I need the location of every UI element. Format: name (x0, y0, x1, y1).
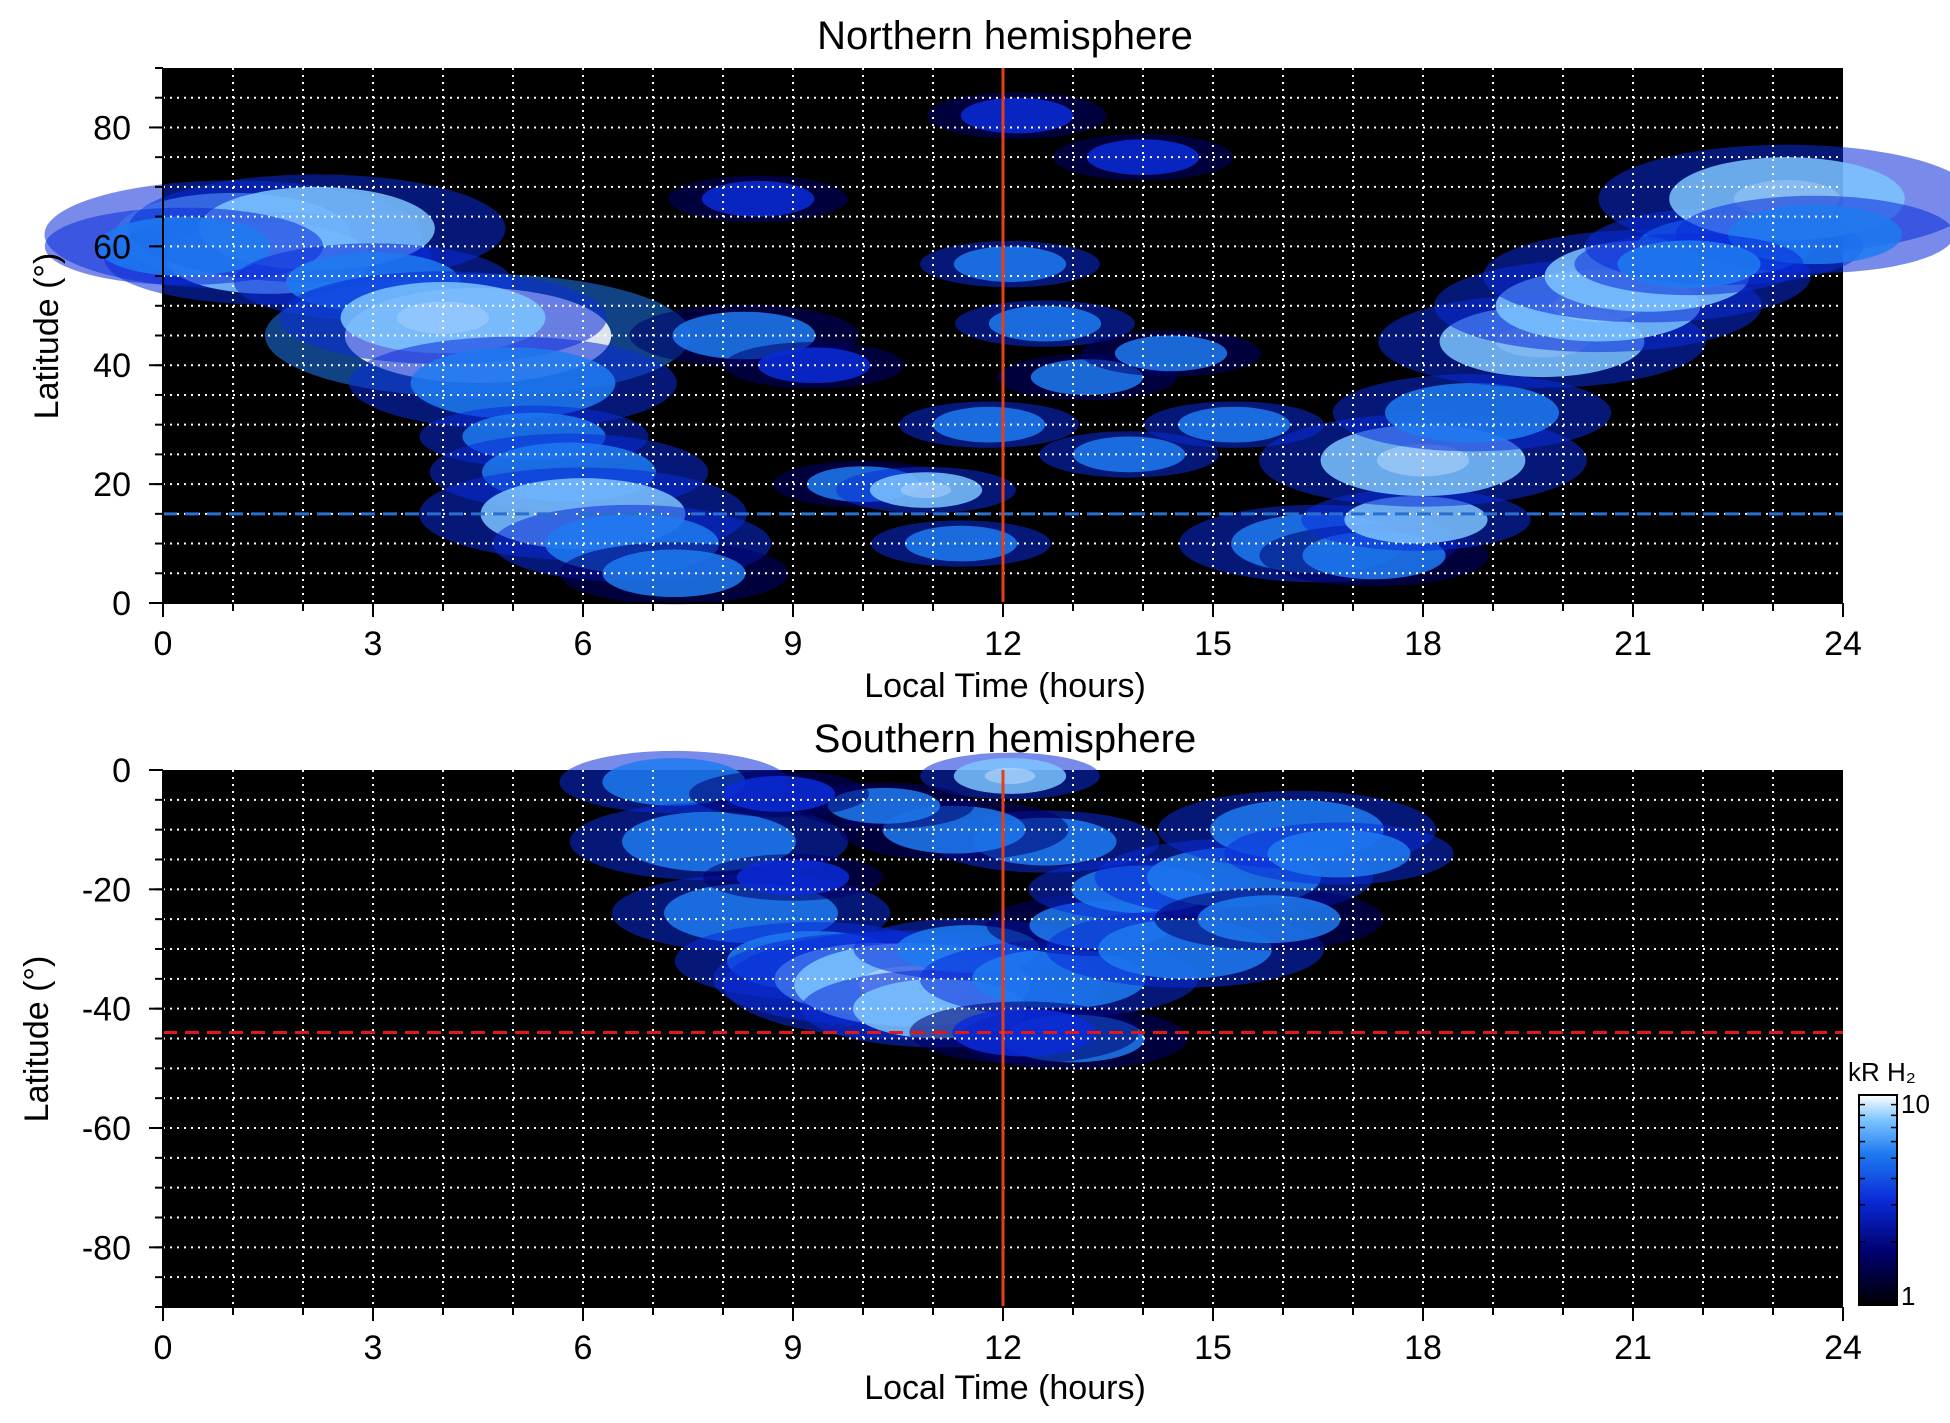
x-tick-label: 6 (574, 1329, 593, 1367)
panel-title: Northern hemisphere (817, 14, 1193, 58)
y-tick-label: 60 (93, 228, 131, 266)
heatmap-cell (1617, 240, 1761, 288)
heatmap-cell (1267, 829, 1411, 878)
reference-lines (163, 770, 1843, 1307)
x-tick-label: 15 (1194, 1329, 1232, 1367)
x-tick-label: 24 (1824, 1329, 1862, 1367)
heatmap-core (984, 767, 1036, 785)
y-tick-label: -80 (82, 1229, 131, 1267)
colorbar-min-label: 1 (1901, 1281, 1915, 1311)
x-tick-label: 15 (1194, 625, 1232, 663)
heatmap-cell (722, 775, 836, 812)
y-tick-label: 80 (93, 109, 131, 147)
heatmap-cell (701, 180, 815, 217)
x-tick-label: 12 (984, 625, 1022, 663)
y-tick-label: -60 (82, 1110, 131, 1148)
axis-ticks: 0 3 6 9 12 15 18 21 24 0 20 40 60 80 (93, 67, 1862, 663)
x-tick-label: 3 (364, 1329, 383, 1367)
northern-hemisphere-panel: Northern hemisphere 0 3 6 9 12 15 18 21 24 0 20 40 6… (28, 14, 1950, 705)
x-tick-label: 9 (784, 1329, 803, 1367)
colorbar-max-label: 10 (1901, 1089, 1930, 1119)
heatmap-cell (622, 811, 796, 872)
x-tick-label: 18 (1404, 625, 1442, 663)
y-tick-label: -40 (82, 991, 131, 1029)
southern-hemisphere-panel: Southern hemisphere 0 3 6 9 12 15 18 21 240-20-4… (18, 717, 1862, 1407)
x-tick-label: 0 (154, 1329, 173, 1367)
reference-lines (163, 68, 1843, 603)
colorbar-ticks (1859, 1094, 1897, 1306)
heatmap-cell (953, 246, 1067, 282)
x-tick-label: 0 (154, 625, 173, 663)
x-tick-label: 21 (1614, 625, 1652, 663)
heatmap-cell (736, 859, 850, 896)
x-tick-label: 21 (1614, 1329, 1652, 1367)
axis-ticks: 0 3 6 9 12 15 18 21 24 0 -20 -40 -60 -80 (82, 752, 1862, 1367)
heatmap-cell (960, 97, 1074, 134)
x-tick-label: 24 (1824, 625, 1862, 663)
colorbar-gradient (1858, 1094, 1898, 1306)
colorbar: kR H₂ 10 1 (1848, 1057, 1930, 1311)
x-tick-label: 12 (984, 1329, 1022, 1367)
colorbar-units-label: kR H₂ (1848, 1057, 1916, 1087)
heatmap-cell (953, 758, 1067, 794)
x-tick-label: 3 (364, 625, 383, 663)
y-axis-label: Latitude (°) (18, 956, 56, 1123)
heatmap-cell (340, 282, 546, 354)
x-axis-label: Local Time (hours) (864, 1369, 1146, 1407)
heatmap-cell (1385, 383, 1559, 443)
y-tick-label: -20 (82, 871, 131, 909)
x-axis-label: Local Time (hours) (864, 667, 1146, 705)
y-tick-label: 0 (112, 752, 131, 790)
y-tick-label: 0 (112, 585, 131, 623)
heatmap-core (396, 301, 490, 334)
y-axis-label: Latitude (°) (28, 253, 66, 420)
y-tick-label: 20 (93, 466, 131, 504)
x-tick-label: 6 (574, 625, 593, 663)
heatmap-cell (1344, 496, 1488, 544)
heatmap-cell (869, 472, 983, 508)
y-tick-label: 40 (93, 347, 131, 385)
x-tick-label: 9 (784, 625, 803, 663)
x-tick-label: 18 (1404, 1329, 1442, 1367)
heatmap-core (900, 482, 952, 499)
